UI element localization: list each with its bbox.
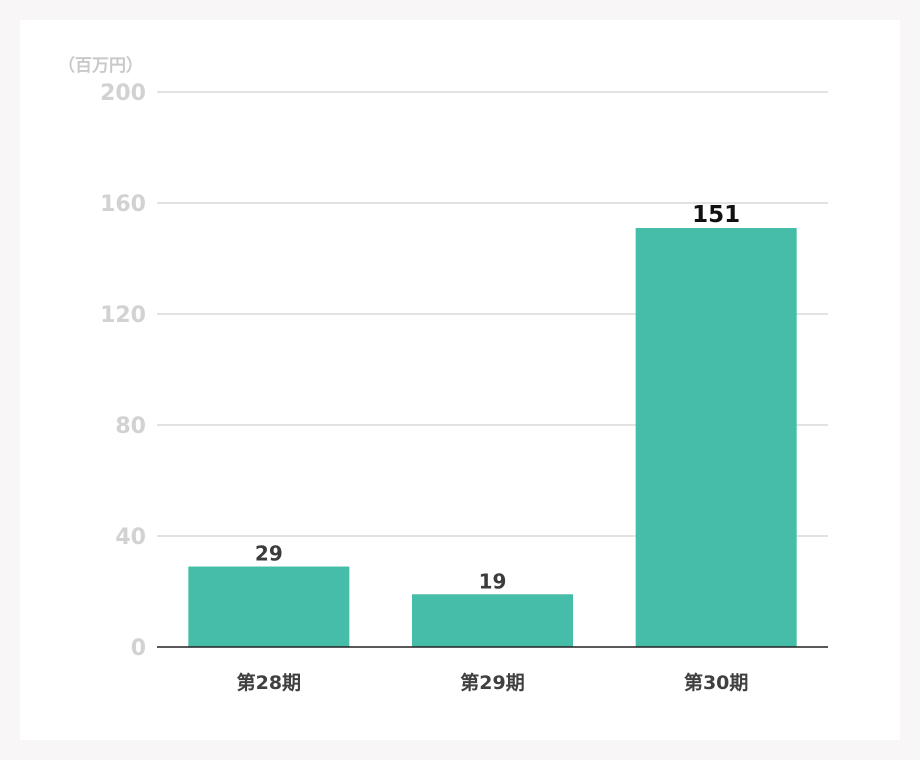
bar xyxy=(412,594,573,647)
data-label: 151 xyxy=(692,202,740,228)
y-axis-unit-label: （百万円） xyxy=(58,55,143,76)
data-label: 29 xyxy=(255,542,283,566)
bar-chart: 0 40 80 120 160 200 29 19 151 第28期 第29期 第30期 （百万円… xyxy=(58,55,828,694)
bars xyxy=(188,227,797,647)
y-tick-label: 160 xyxy=(100,192,146,217)
x-tick-label: 第30期 xyxy=(684,671,748,694)
y-tick-label: 40 xyxy=(115,525,146,550)
y-tick-label: 120 xyxy=(100,303,146,328)
data-labels: 29 19 151 xyxy=(255,202,740,593)
bar xyxy=(188,566,350,647)
y-axis-ticks: 0 40 80 120 160 200 xyxy=(100,81,146,661)
y-tick-label: 0 xyxy=(131,636,146,661)
y-tick-label: 200 xyxy=(100,81,146,106)
y-tick-label: 80 xyxy=(115,414,146,439)
data-label: 19 xyxy=(479,569,507,593)
x-axis-ticks: 第28期 第29期 第30期 xyxy=(237,671,749,694)
x-tick-label: 第29期 xyxy=(460,671,524,694)
chart-card: 0 40 80 120 160 200 29 19 151 第28期 第29期 第30期 （百万円… xyxy=(20,20,900,740)
bar xyxy=(635,227,797,647)
x-tick-label: 第28期 xyxy=(237,671,301,694)
